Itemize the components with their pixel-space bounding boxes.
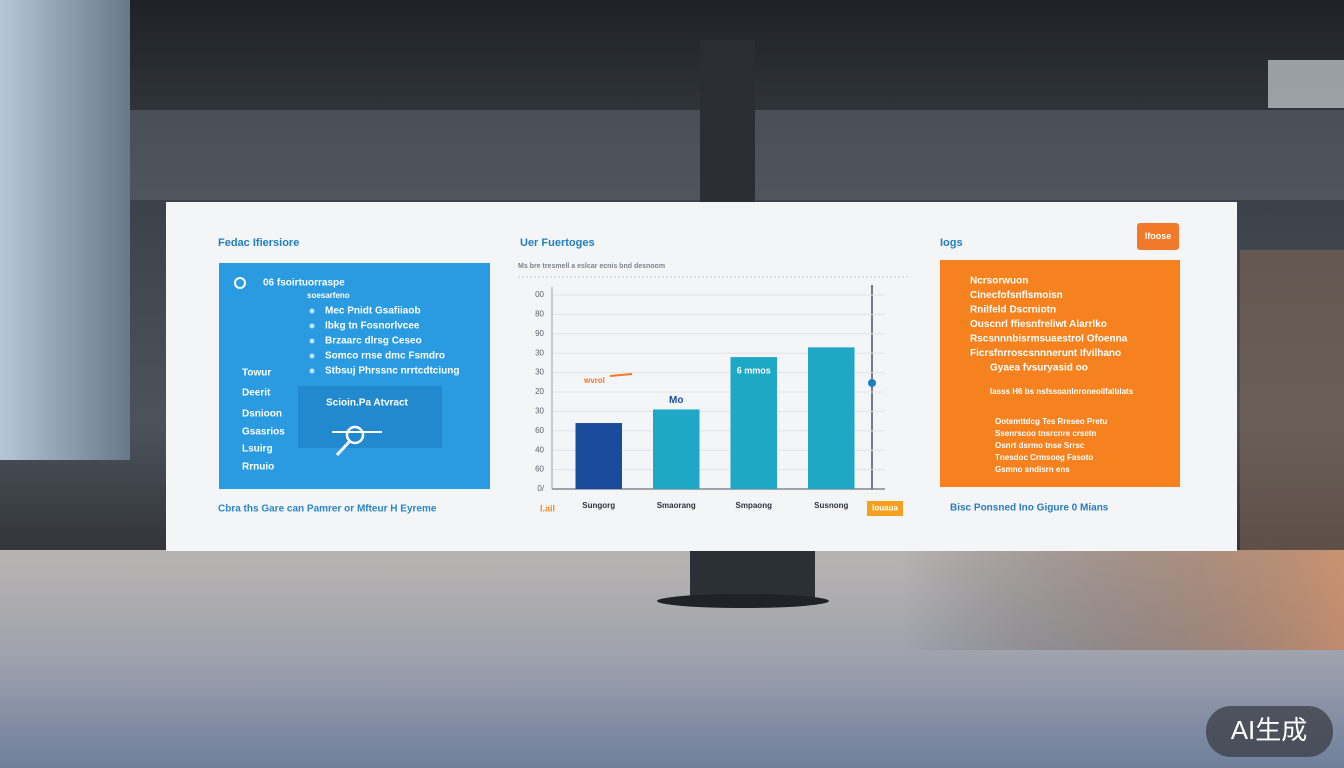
x-tick-label: Susnong (814, 501, 848, 510)
bar (730, 357, 777, 489)
chart-title: Uer Fuertoges (520, 237, 595, 249)
card-detail: Ssenrscoo tnsrcnre crsetn (995, 429, 1096, 438)
x-tick-label: Smaorang (657, 501, 696, 510)
card-detail: Gsmno sndisrn ens (995, 465, 1070, 474)
annotation: wvrol (583, 376, 605, 385)
bullet (309, 353, 315, 359)
light-panel (1268, 60, 1344, 108)
panel-title: Fedac Ifiersiore (218, 237, 299, 249)
orange-card (940, 260, 1180, 487)
side-label: Gsasrios (242, 427, 285, 438)
card-detail: Osnrt dsrmo tnse Srrsc (995, 441, 1085, 450)
office-back (1240, 250, 1344, 550)
card-line: Cinecfofsnflsmoisn (970, 290, 1063, 301)
bullet (309, 338, 315, 344)
side-label: Dsnioon (242, 409, 282, 420)
card-line: Ficrsfnrroscsnnnerunt Ifvilhano (970, 348, 1121, 359)
card-detail: Tnesdoc Crmsoeg Fasoto (995, 453, 1093, 462)
x-tick-label: Smpaong (736, 501, 773, 510)
monitor-base (657, 594, 829, 608)
card-line: Ouscnrl ffiesnfreliwt Alarrlko (970, 319, 1107, 330)
blue-card (219, 263, 490, 489)
y-tick-label: 90 (535, 329, 544, 338)
chart-subtitle: Ms bre tresmell a eslcar ecnis bnd desno… (518, 263, 665, 270)
popup (298, 386, 442, 448)
annotation: 6 mmos (737, 365, 771, 375)
list-item: Ibkg tn Fosnorlvcee (325, 321, 420, 332)
button[interactable] (1137, 223, 1179, 250)
table-glow (900, 550, 1344, 650)
bullet (309, 308, 315, 314)
window (0, 0, 130, 460)
y-tick-label: 60 (535, 465, 544, 474)
bullet (309, 368, 315, 374)
y-tick-label: 0/ (537, 484, 544, 493)
search-icon-handle (335, 440, 351, 457)
pillar (700, 40, 755, 210)
y-tick-label: 30 (535, 348, 544, 357)
search-icon (345, 425, 365, 445)
panel-footer: Bisc Ponsned Ino Gigure 0 Mians (950, 503, 1109, 514)
card-heading: 06 fsoirtuorraspe (263, 278, 345, 289)
watermark-bg (1206, 706, 1333, 757)
y-tick-label: 30 (535, 368, 544, 377)
card-subheading: soesarfeno (307, 291, 350, 300)
y-tick-label: 40 (535, 445, 544, 454)
icon (234, 277, 246, 289)
y-tick-label: 00 (535, 290, 544, 299)
side-label: Towur (242, 368, 271, 379)
card-detail: Ootemttdcg Tes Rreseo Pretu (995, 417, 1107, 426)
bullet (309, 323, 315, 329)
bar (653, 409, 700, 489)
card-line: Ncrsorwuon (970, 276, 1028, 287)
chart-footer-left: I.ail (540, 503, 555, 513)
x-tick-label: Sungorg (582, 501, 615, 510)
card-line: Gyaea fvsuryasid oo (990, 363, 1088, 374)
panel-footer: Cbra ths Gare can Pamrer or Mfteur H Eyr… (218, 504, 437, 515)
cursor-dot (868, 379, 876, 387)
y-tick-label: 20 (535, 387, 544, 396)
chart-footer-right: Iouaua (872, 504, 898, 513)
bar (575, 423, 622, 489)
popup-text: Scioin.Pa Atvract (326, 398, 409, 409)
side-label: Lsuirg (242, 444, 273, 455)
card-line: Rnilfeld Dscrniotn (970, 305, 1056, 316)
side-label: Rrnuio (242, 462, 274, 473)
annotation-arrow (609, 373, 633, 377)
list-item: Stbsuj Phrssnc nrrtcdtciung (325, 366, 459, 377)
watermark: AI生成 (1231, 715, 1308, 745)
list-item: Somco rnse dmc Fsmdro (325, 351, 445, 362)
badge (867, 501, 903, 516)
side-label: Deerit (242, 388, 271, 399)
annotation: Mo (669, 395, 683, 406)
button-label[interactable]: Ifoose (1145, 231, 1172, 241)
card-line: Rscsnnnbisrmsuaestrol Ofoenna (970, 334, 1128, 345)
y-tick-label: 80 (535, 310, 544, 319)
bar (808, 347, 855, 489)
panel-title: Iogs (940, 237, 963, 249)
list-item: Brzaarc dlrsg Ceseo (325, 336, 422, 347)
y-tick-label: 30 (535, 407, 544, 416)
list-item: Mec Pnidt Gsafiiaob (325, 306, 421, 317)
card-detail: Iasss H6 bs nsfssoanlnroneoilfalblats (990, 387, 1134, 396)
y-tick-label: 60 (535, 426, 544, 435)
